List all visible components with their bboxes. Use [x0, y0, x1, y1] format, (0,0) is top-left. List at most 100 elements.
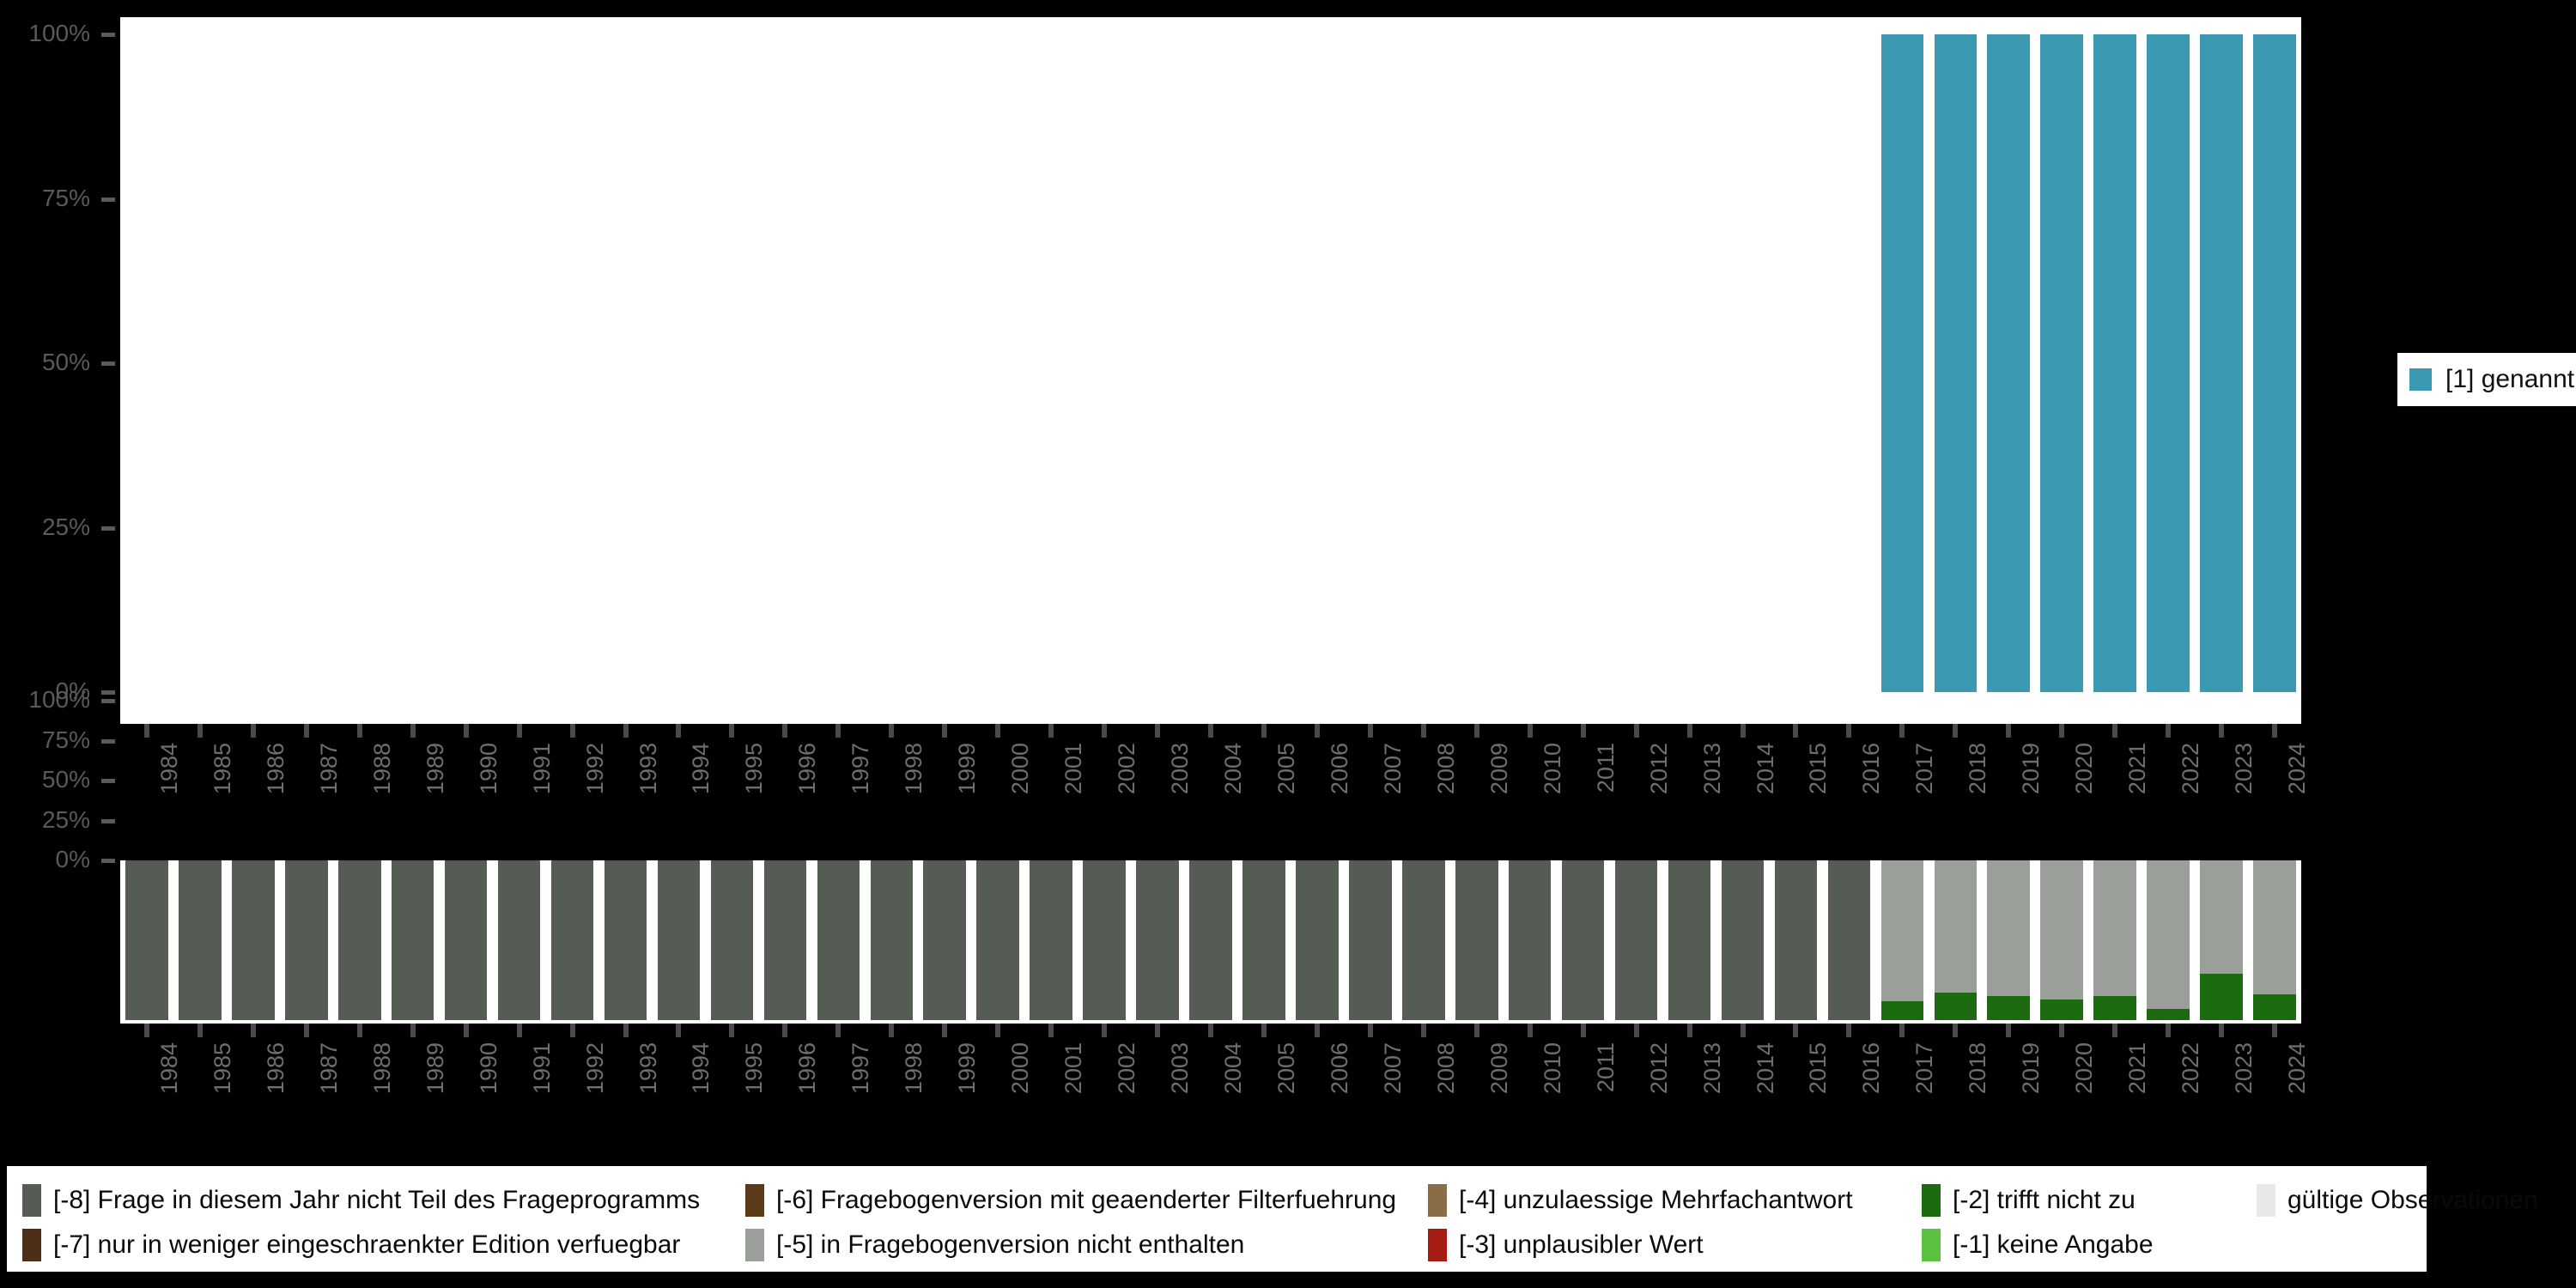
x-tick-label-2003: 2003	[1167, 1042, 1194, 1095]
stacked-bar-2009	[1455, 860, 1498, 1020]
x-tick-mark	[1261, 1024, 1267, 1037]
x-tick-label-2022: 2022	[2178, 1042, 2204, 1095]
x-tick-mark	[143, 724, 149, 738]
stacked-bar-2004	[1189, 860, 1232, 1020]
stacked-bar-2007	[1349, 860, 1392, 1020]
stack-segment	[1987, 860, 2031, 997]
y-tick-mark	[101, 361, 115, 366]
x-tick-mark	[2272, 724, 2278, 738]
x-tick-mark	[2272, 1024, 2278, 1037]
x-tick-mark	[729, 724, 735, 738]
x-tick-mark	[1686, 724, 1692, 738]
x-tick-mark	[1953, 724, 1959, 738]
x-tick-mark	[1580, 1024, 1586, 1037]
x-tick-label-2018: 2018	[1965, 1042, 1991, 1095]
x-tick-label-2017: 2017	[1911, 1042, 1938, 1095]
x-tick-mark	[1686, 1024, 1692, 1037]
x-tick-mark	[1899, 1024, 1905, 1037]
x-tick-label-2013: 2013	[1698, 743, 1725, 795]
x-tick-mark	[1793, 1024, 1799, 1037]
x-tick-label-2009: 2009	[1485, 743, 1512, 795]
legend-swatch-genannt	[2409, 368, 2432, 391]
x-tick-label-2003: 2003	[1167, 743, 1194, 795]
x-tick-mark	[942, 724, 948, 738]
legend-item: [-5] in Fragebogenversion nicht enthalte…	[745, 1223, 1244, 1267]
x-tick-mark	[1367, 724, 1373, 738]
x-tick-label-2017: 2017	[1911, 743, 1938, 795]
stack-segment	[2253, 994, 2296, 1020]
x-tick-label-1985: 1985	[209, 1042, 235, 1095]
x-tick-label-1991: 1991	[528, 743, 555, 795]
x-tick-mark	[942, 1024, 948, 1037]
legend-item: [-8] Frage in diesem Jahr nicht Teil des…	[22, 1178, 700, 1223]
x-tick-label-2000: 2000	[1007, 743, 1034, 795]
x-tick-label-2023: 2023	[2231, 743, 2257, 795]
x-tick-mark	[1102, 724, 1108, 738]
x-tick-label-2001: 2001	[1060, 743, 1087, 795]
stack-segment	[1136, 860, 1179, 1020]
legend-item: [-2] trifft nicht zu	[1922, 1178, 2136, 1223]
stacked-bar-1997	[817, 860, 860, 1020]
stacked-bar-1984	[125, 860, 168, 1020]
x-tick-mark	[569, 724, 575, 738]
stack-segment	[1402, 860, 1445, 1020]
x-tick-label-2011: 2011	[1592, 1042, 1619, 1093]
legend-item: [-6] Fragebogenversion mit geaenderter F…	[745, 1178, 1396, 1223]
x-tick-mark	[1048, 1024, 1054, 1037]
x-tick-mark	[1846, 724, 1852, 738]
x-tick-mark	[623, 1024, 629, 1037]
y-tick-mark	[101, 690, 115, 695]
x-tick-mark	[889, 1024, 895, 1037]
stack-segment	[1296, 860, 1339, 1020]
x-tick-label-2015: 2015	[1805, 743, 1832, 795]
stack-segment	[2147, 860, 2190, 1009]
x-tick-label-2005: 2005	[1273, 1042, 1299, 1095]
x-tick-mark	[1953, 1024, 1959, 1037]
y-tick-label: 75%	[41, 184, 90, 211]
stacked-bar-2012	[1614, 860, 1658, 1020]
y-tick-mark	[101, 859, 115, 863]
legend-label: [-5] in Fragebogenversion nicht enthalte…	[776, 1230, 1245, 1259]
x-tick-label-1990: 1990	[475, 1042, 501, 1095]
x-tick-label-2014: 2014	[1752, 743, 1778, 795]
x-tick-mark	[1740, 724, 1746, 738]
stack-segment	[1189, 860, 1232, 1020]
x-tick-mark	[1420, 724, 1426, 738]
x-tick-label-2018: 2018	[1965, 743, 1991, 795]
x-tick-label-1987: 1987	[315, 1042, 342, 1095]
x-tick-mark	[463, 724, 469, 738]
distribution-plot-area	[120, 17, 2301, 724]
legend-swatch	[22, 1229, 41, 1261]
bar-2020	[2040, 34, 2083, 692]
x-tick-mark	[2219, 724, 2225, 738]
stacked-bar-1993	[604, 860, 647, 1020]
stacked-bar-1989	[391, 860, 434, 1020]
x-tick-label-1986: 1986	[262, 1042, 289, 1095]
missing-values-panel: 100% 75% 50% 25% 0% 1984 1985 1986 1987 1988 1989…	[0, 688, 2353, 1133]
legend-item: gültige Observationen	[2257, 1178, 2538, 1223]
stacked-bar-1987	[285, 860, 328, 1020]
x-tick-mark	[1420, 1024, 1426, 1037]
x-tick-mark	[2059, 1024, 2065, 1037]
x-tick-label-2006: 2006	[1326, 1042, 1352, 1095]
stacked-bar-2018	[1934, 860, 1978, 1020]
stacked-bar-2006	[1296, 860, 1339, 1020]
stacked-bar-1992	[550, 860, 594, 1020]
distribution-bars	[120, 17, 2301, 724]
y-tick-label: 50%	[41, 349, 90, 375]
stack-segment	[550, 860, 594, 1020]
stacked-bar-2002	[1083, 860, 1126, 1020]
y-tick-mark	[101, 699, 115, 703]
x-tick-mark	[2006, 724, 2012, 738]
missing-values-plot-area	[120, 860, 2301, 1024]
x-tick-mark	[356, 1024, 362, 1037]
stack-segment	[1880, 860, 1924, 1001]
stacked-bar-1999	[923, 860, 966, 1020]
stack-segment	[444, 860, 488, 1020]
stack-segment	[1721, 860, 1765, 1020]
x-tick-label-1992: 1992	[581, 1042, 608, 1095]
x-tick-mark	[1473, 1024, 1479, 1037]
stacked-bar-2016	[1827, 860, 1871, 1020]
x-tick-mark	[569, 1024, 575, 1037]
